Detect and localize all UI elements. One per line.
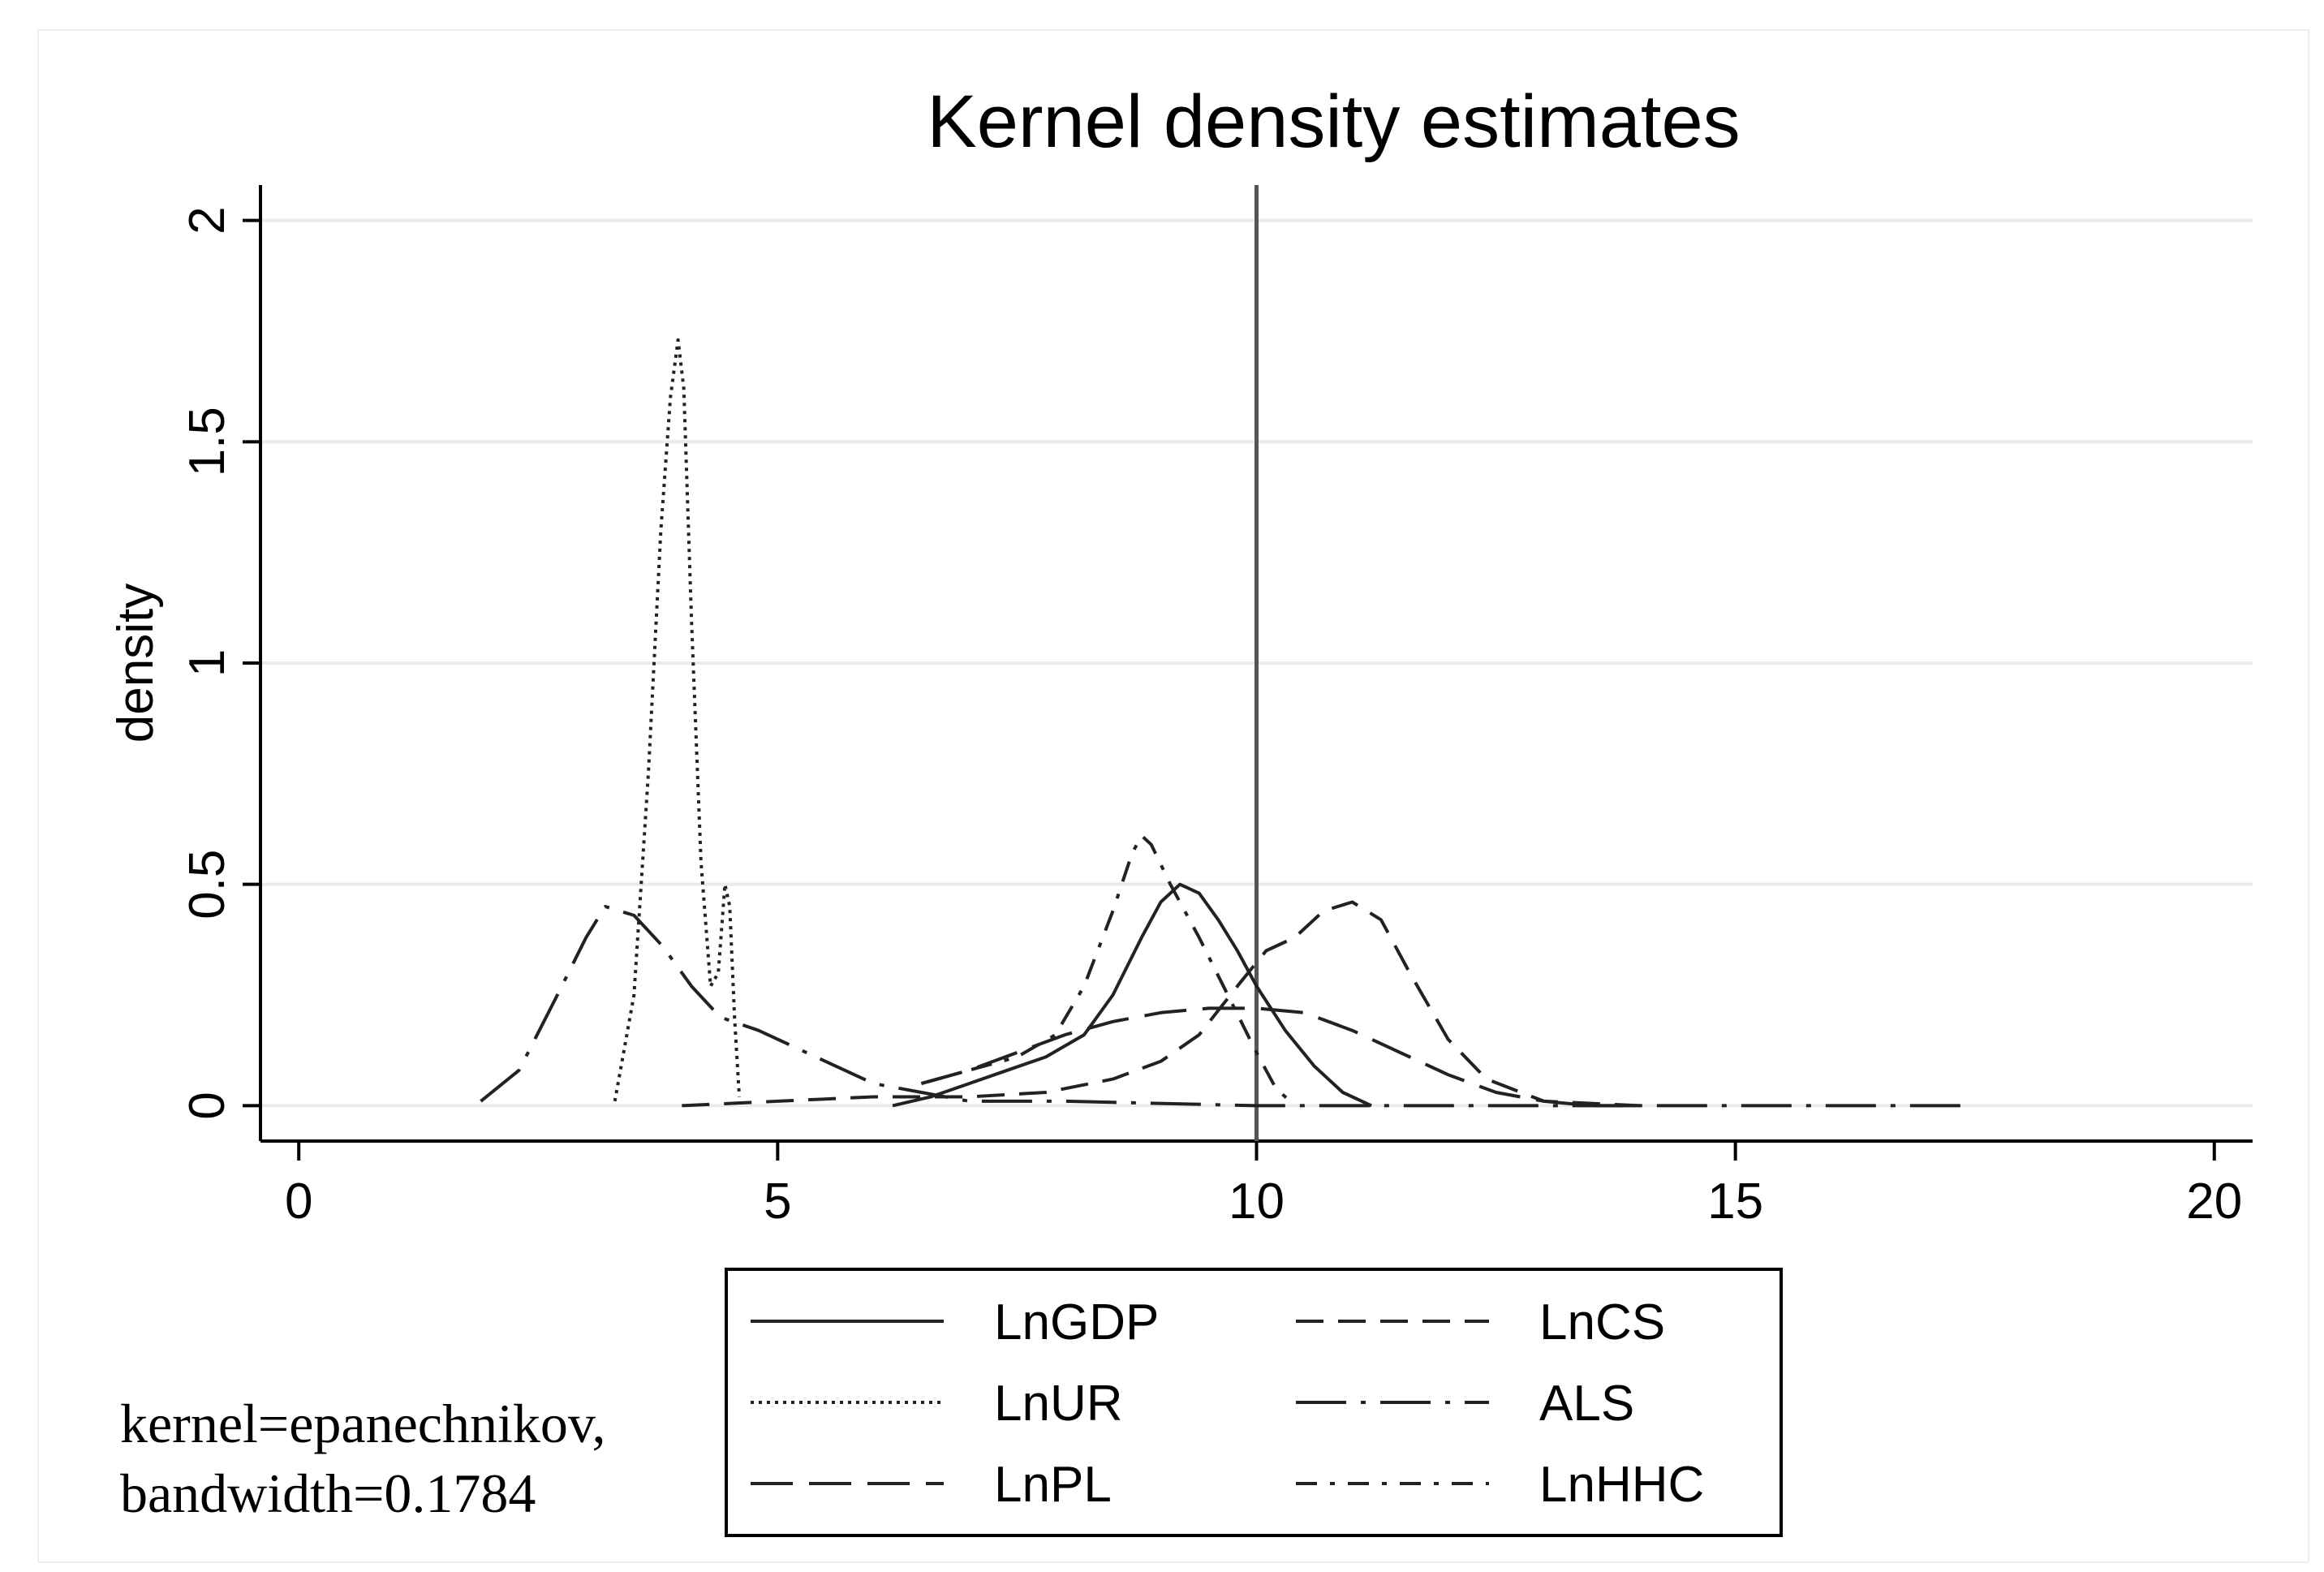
bandwidth-note: bandwidth=0.1784: [120, 1462, 536, 1524]
series-line-lnur: [613, 338, 742, 1102]
x-tick-label-3: 15: [1707, 1174, 1763, 1230]
chart-frame: Kernel density estimates 0 0.5 1 1.5 2 density…: [37, 29, 2309, 1563]
series-line-lnhhc: [920, 833, 1297, 1107]
legend-box: [725, 1268, 1783, 1537]
x-tick-label-4: 20: [2186, 1174, 2242, 1230]
chart-title: Kernel density estimates: [927, 80, 1740, 163]
series-line-lncs: [682, 900, 1640, 1108]
y-tick-label-3: 1.5: [179, 407, 235, 476]
kernel-density-chart: Kernel density estimates 0 0.5 1 1.5 2 density…: [108, 80, 2253, 1537]
kernel-note: kernel=epanechnikov,: [120, 1393, 606, 1454]
y-axis-label: density: [108, 584, 164, 743]
legend-label-lnhhc: LnHHC: [1539, 1457, 1704, 1513]
x-tick-label-0: 0: [285, 1174, 312, 1230]
legend-label-lngdp: LnGDP: [994, 1294, 1159, 1350]
legend-label-als: ALS: [1539, 1376, 1634, 1432]
x-tick-label-1: 5: [764, 1174, 791, 1230]
series-line-lnpl: [920, 1006, 1640, 1108]
legend-label-lncs: LnCS: [1539, 1294, 1665, 1350]
series-line-als: [480, 905, 1975, 1108]
legend: LnGDP LnUR LnPL LnCS ALS LnHHC: [725, 1268, 1783, 1537]
legend-label-lnpl: LnPL: [994, 1457, 1112, 1513]
series-line-lngdp: [892, 882, 1372, 1108]
y-tick-label-1: 0.5: [179, 850, 235, 920]
y-tick-label-4: 2: [179, 206, 235, 234]
legend-label-lnur: LnUR: [994, 1376, 1123, 1432]
y-tick-label-0: 0: [179, 1092, 235, 1119]
x-tick-label-2: 10: [1229, 1174, 1285, 1230]
y-tick-label-2: 1: [179, 649, 235, 677]
